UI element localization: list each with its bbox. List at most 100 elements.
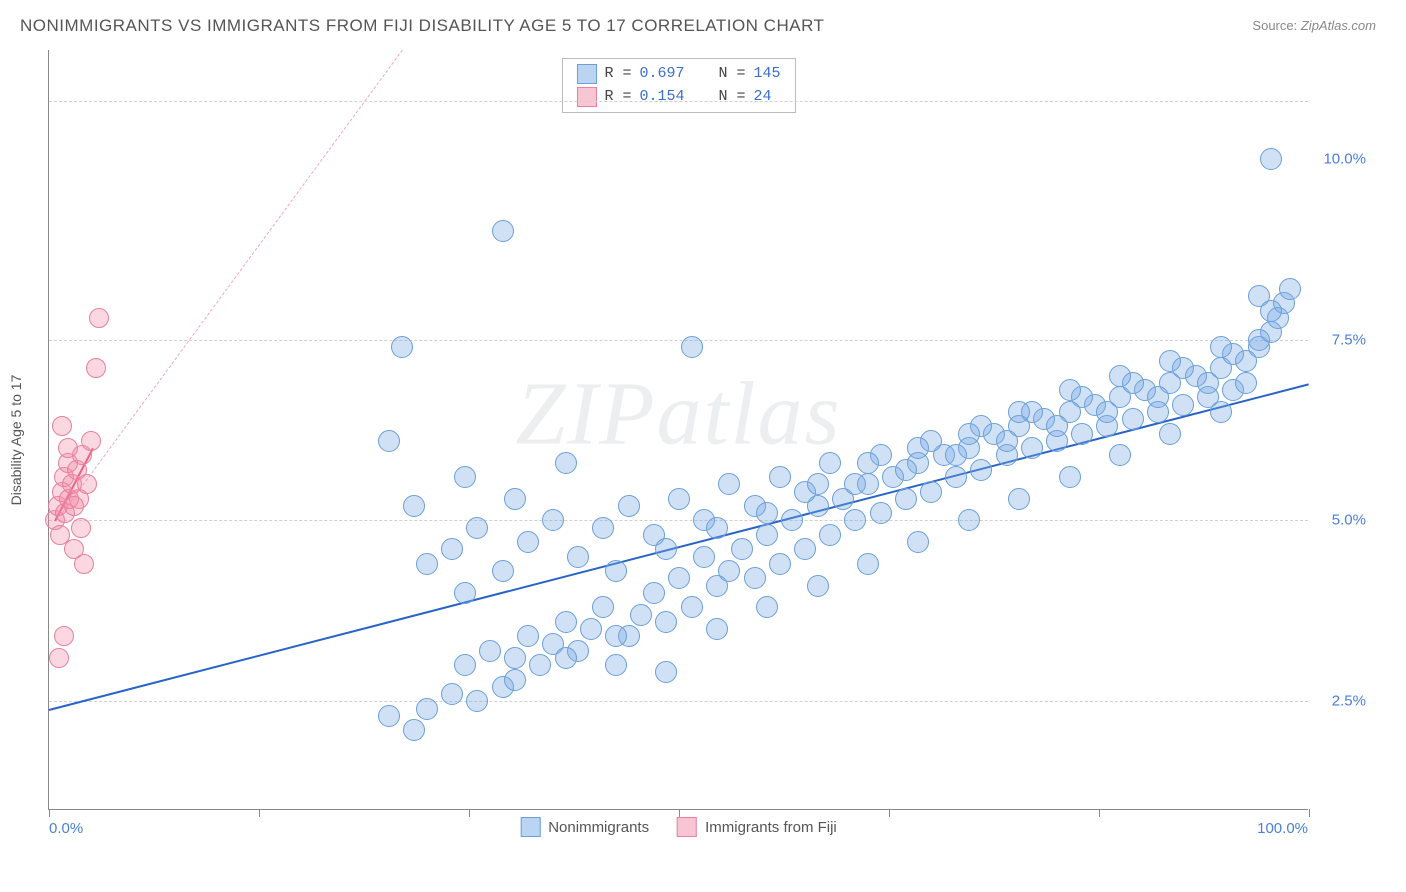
data-point	[895, 488, 917, 510]
data-point	[655, 538, 677, 560]
source-label: Source:	[1252, 18, 1297, 33]
stat-r-label: R =	[604, 63, 631, 86]
stat-r-label: R =	[604, 86, 631, 109]
chart-container: Disability Age 5 to 17 ZIPatlas R =0.697…	[48, 50, 1358, 830]
data-point	[605, 560, 627, 582]
data-point	[1260, 148, 1282, 170]
data-point	[819, 452, 841, 474]
data-point	[970, 459, 992, 481]
data-point	[1008, 401, 1030, 423]
data-point	[718, 473, 740, 495]
grid-line	[49, 101, 1308, 102]
data-point	[807, 473, 829, 495]
data-point	[1159, 423, 1181, 445]
data-point	[466, 690, 488, 712]
data-point	[555, 611, 577, 633]
stat-r-value: 0.697	[639, 63, 684, 86]
data-point	[681, 596, 703, 618]
x-tick	[1309, 809, 1310, 817]
data-point	[1109, 444, 1131, 466]
data-point	[592, 596, 614, 618]
data-point	[857, 452, 879, 474]
data-point	[378, 430, 400, 452]
data-point	[504, 669, 526, 691]
legend-item: Immigrants from Fiji	[677, 817, 837, 837]
x-tick	[889, 809, 890, 817]
data-point	[71, 518, 91, 538]
data-point	[580, 618, 602, 640]
data-point	[1071, 423, 1093, 445]
data-point	[1260, 300, 1282, 322]
data-point	[630, 604, 652, 626]
x-tick	[469, 809, 470, 817]
data-point	[567, 546, 589, 568]
legend-swatch-icon	[520, 817, 540, 837]
data-point	[1021, 437, 1043, 459]
x-tick	[49, 809, 50, 817]
y-tick-label: 10.0%	[1323, 150, 1366, 167]
data-point	[454, 466, 476, 488]
data-point	[807, 575, 829, 597]
data-point	[89, 308, 109, 328]
grid-line	[49, 701, 1308, 702]
data-point	[655, 661, 677, 683]
x-tick	[1099, 809, 1100, 817]
stat-n-value: 145	[754, 63, 781, 86]
chart-title: NONIMMIGRANTS VS IMMIGRANTS FROM FIJI DI…	[20, 16, 824, 36]
data-point	[1008, 488, 1030, 510]
data-point	[958, 423, 980, 445]
data-point	[58, 438, 78, 458]
data-point	[870, 502, 892, 524]
data-point	[958, 509, 980, 531]
data-point	[668, 567, 690, 589]
grid-line	[49, 520, 1308, 521]
data-point	[1122, 408, 1144, 430]
data-point	[416, 553, 438, 575]
data-point	[592, 517, 614, 539]
stat-n-value: 24	[754, 86, 772, 109]
data-point	[1046, 415, 1068, 437]
data-point	[945, 466, 967, 488]
data-point	[403, 495, 425, 517]
stat-n-label: N =	[719, 86, 746, 109]
data-point	[504, 488, 526, 510]
data-point	[844, 473, 866, 495]
data-point	[492, 220, 514, 242]
data-point	[756, 524, 778, 546]
data-point	[643, 582, 665, 604]
y-axis-title: Disability Age 5 to 17	[8, 375, 24, 506]
data-point	[1059, 466, 1081, 488]
legend-swatch-icon	[576, 87, 596, 107]
data-point	[1279, 278, 1301, 300]
x-tick	[679, 809, 680, 817]
watermark-text: ZIPatlas	[515, 363, 841, 466]
data-point	[416, 698, 438, 720]
legend-swatch-icon	[576, 64, 596, 84]
data-point	[74, 554, 94, 574]
data-point	[794, 538, 816, 560]
bottom-legend: Nonimmigrants Immigrants from Fiji	[520, 817, 837, 837]
stat-n-label: N =	[719, 63, 746, 86]
data-point	[744, 567, 766, 589]
data-point	[1210, 401, 1232, 423]
data-point	[52, 416, 72, 436]
data-point	[504, 647, 526, 669]
data-point	[403, 719, 425, 741]
data-point	[1147, 386, 1169, 408]
data-point	[391, 336, 413, 358]
source-attribution: Source: ZipAtlas.com	[1252, 18, 1376, 33]
data-point	[441, 683, 463, 705]
legend-swatch-icon	[677, 817, 697, 837]
x-axis-label: 100.0%	[1257, 820, 1308, 837]
data-point	[1159, 350, 1181, 372]
data-point	[996, 430, 1018, 452]
y-tick-label: 5.0%	[1332, 512, 1366, 529]
data-point	[517, 531, 539, 553]
plot-area: ZIPatlas R =0.697 N =145R =0.154 N = 24 …	[48, 50, 1308, 810]
data-point	[1172, 394, 1194, 416]
x-tick	[259, 809, 260, 817]
legend-item: Nonimmigrants	[520, 817, 649, 837]
data-point	[668, 488, 690, 510]
legend-label: Immigrants from Fiji	[705, 819, 837, 836]
data-point	[706, 517, 728, 539]
